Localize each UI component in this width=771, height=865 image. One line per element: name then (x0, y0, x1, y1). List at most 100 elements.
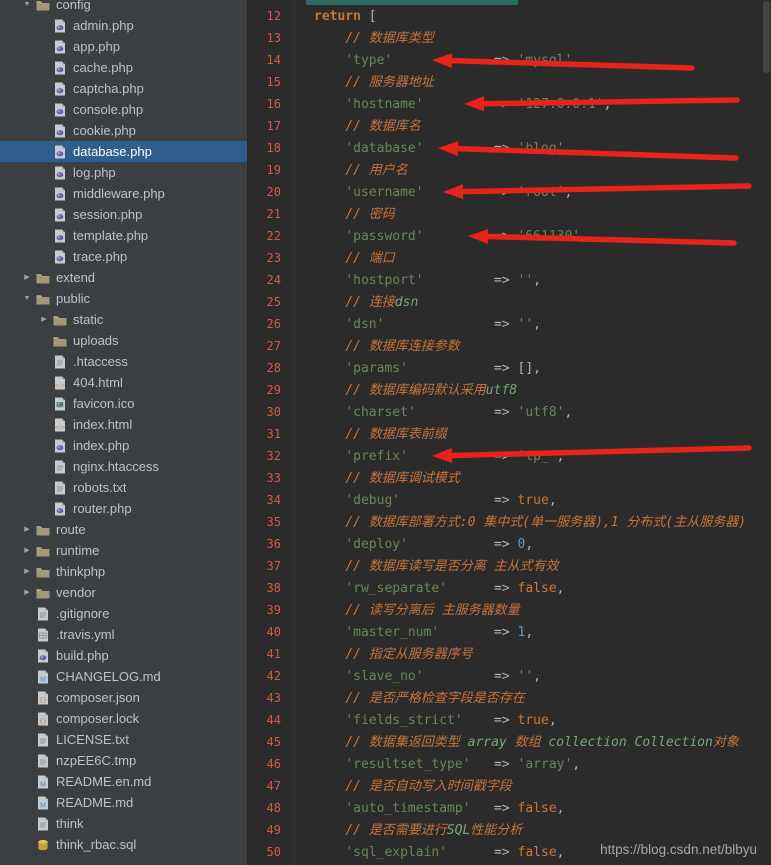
tree-item-log-php[interactable]: log.php (0, 162, 247, 183)
tree-item-index-html[interactable]: </> index.html (0, 414, 247, 435)
tree-item-label: nginx.htaccess (73, 459, 159, 474)
php-file-icon (52, 165, 68, 181)
tree-item-config[interactable]: ▼ config (0, 0, 247, 15)
token-com: // 用户名 (345, 163, 408, 178)
chevron-right-icon[interactable]: ▶ (41, 316, 47, 323)
tree-item-travis-yml[interactable]: .travis.yml (0, 624, 247, 645)
tree-item-thinkphp[interactable]: ▶ thinkphp (0, 561, 247, 582)
tree-item-readme-md[interactable]: M README.md (0, 792, 247, 813)
code-text: 'hostport' => '', (314, 270, 541, 292)
tree-item-robots-txt[interactable]: robots.txt (0, 477, 247, 498)
tree-item-uploads[interactable]: uploads (0, 330, 247, 351)
token-pln: => (423, 185, 518, 200)
tree-item-composer-json[interactable]: {} composer.json (0, 687, 247, 708)
sql-file-icon (35, 837, 51, 853)
code-line-29: 29 // 数据库编码默认采用utf8 (248, 379, 771, 401)
tree-item-route[interactable]: ▶ route (0, 519, 247, 540)
code-text: 'sql_explain' => false, (314, 842, 564, 864)
chevron-right-icon[interactable]: ▶ (24, 589, 30, 596)
tree-item-favicon-ico[interactable]: favicon.ico (0, 393, 247, 414)
line-number: 37 (266, 559, 281, 573)
token-pln: , (603, 97, 612, 112)
line-number: 35 (266, 515, 281, 529)
tree-item-static[interactable]: ▶ static (0, 309, 247, 330)
tree-item-extend[interactable]: ▶ extend (0, 267, 247, 288)
tree-item-middleware-php[interactable]: middleware.php (0, 183, 247, 204)
code-line-34: 34 'debug' => true, (248, 489, 771, 511)
tree-item-nzpee6c-tmp[interactable]: nzpEE6C.tmp (0, 750, 247, 771)
tree-item-think[interactable]: think (0, 813, 247, 834)
token-pln: => (423, 97, 518, 112)
line-number: 47 (266, 779, 281, 793)
project-sidebar: ▼ config admin.php app.php cache.php captcha.… (0, 0, 248, 865)
tree-item-template-php[interactable]: template.php (0, 225, 247, 246)
token-pln: => (407, 537, 518, 552)
token-pln: , (548, 713, 557, 728)
folder-icon (35, 270, 51, 286)
scrollbar-thumb[interactable] (763, 1, 770, 73)
token-pln: , (580, 229, 588, 244)
tree-item-license-txt[interactable]: LICENSE.txt (0, 729, 247, 750)
tree-item-index-php[interactable]: index.php (0, 435, 247, 456)
code-text: 'deploy' => 0, (314, 534, 533, 556)
line-number: 41 (266, 647, 281, 661)
tree-item-cache-php[interactable]: cache.php (0, 57, 247, 78)
tree-item-trace-php[interactable]: trace.php (0, 246, 247, 267)
tree-item-admin-php[interactable]: admin.php (0, 15, 247, 36)
chevron-right-icon[interactable]: ▶ (24, 547, 30, 554)
folder-icon (35, 564, 51, 580)
svg-text:M: M (40, 802, 46, 809)
tree-item-nginx-htaccess[interactable]: nginx.htaccess (0, 456, 247, 477)
code-editor[interactable]: 12 return [13 // 数据库类型 14 'type' => 'mysql… (248, 0, 771, 865)
token-comem: utf8 (485, 383, 518, 398)
chevron-right-icon[interactable]: ▶ (24, 526, 30, 533)
tree-item-label: uploads (73, 333, 119, 348)
tree-item-router-php[interactable]: router.php (0, 498, 247, 519)
code-line-32: 32 'prefix' => 'tp_', (248, 445, 771, 467)
tree-item-think-rbac-sql[interactable]: think_rbac.sql (0, 834, 247, 855)
tree-item-captcha-php[interactable]: captcha.php (0, 78, 247, 99)
tree-item-htaccess[interactable]: .htaccess (0, 351, 247, 372)
tree-item-gitignore[interactable]: .gitignore (0, 603, 247, 624)
tree-item-build-php[interactable]: build.php (0, 645, 247, 666)
line-number: 19 (266, 163, 281, 177)
tree-item-readme-en-md[interactable]: M README.en.md (0, 771, 247, 792)
tree-item-cookie-php[interactable]: cookie.php (0, 120, 247, 141)
md-file-icon: M (35, 795, 51, 811)
tree-item-database-php[interactable]: database.php (0, 141, 247, 162)
chevron-right-icon[interactable]: ▶ (24, 274, 30, 281)
token-pln (314, 97, 345, 112)
tree-item-public[interactable]: ▼ public (0, 288, 247, 309)
tree-item-changelog-md[interactable]: M CHANGELOG.md (0, 666, 247, 687)
line-number: 45 (266, 735, 281, 749)
token-pln (314, 251, 345, 266)
token-pln: , (556, 449, 565, 464)
token-pln: => (415, 405, 518, 420)
token-pln: , (556, 801, 565, 816)
token-com: // 连接 (345, 295, 395, 310)
tree-item-404-html[interactable]: </> 404.html (0, 372, 247, 393)
text-file-icon (52, 480, 68, 496)
tree-item-console-php[interactable]: console.php (0, 99, 247, 120)
token-pln (314, 669, 345, 684)
editor-scrollbar[interactable] (761, 0, 771, 865)
tree-item-app-php[interactable]: app.php (0, 36, 247, 57)
tree-item-label: cookie.php (73, 123, 136, 138)
tree-item-session-php[interactable]: session.php (0, 204, 247, 225)
tree-item-label: log.php (73, 165, 116, 180)
token-pln: => (407, 449, 518, 464)
token-pln (314, 31, 345, 46)
tree-item-label: runtime (56, 543, 100, 558)
tree-item-vendor[interactable]: ▶ vendor (0, 582, 247, 603)
tree-item-runtime[interactable]: ▶ runtime (0, 540, 247, 561)
php-file-icon (52, 144, 68, 160)
php-file-icon (52, 249, 68, 265)
chevron-right-icon[interactable]: ▶ (24, 568, 30, 575)
code-text: 'fields_strict' => true, (314, 710, 557, 732)
code-line-35: 35 // 数据库部署方式:0 集中式(单一服务器),1 分布式(主从服务器) (248, 511, 771, 533)
chevron-down-icon[interactable]: ▼ (23, 295, 31, 302)
token-pln: [], (517, 361, 541, 376)
tree-item-composer-lock[interactable]: {} composer.lock (0, 708, 247, 729)
chevron-down-icon[interactable]: ▼ (23, 1, 31, 8)
code-text: // 指定从服务器序号 (314, 644, 472, 666)
